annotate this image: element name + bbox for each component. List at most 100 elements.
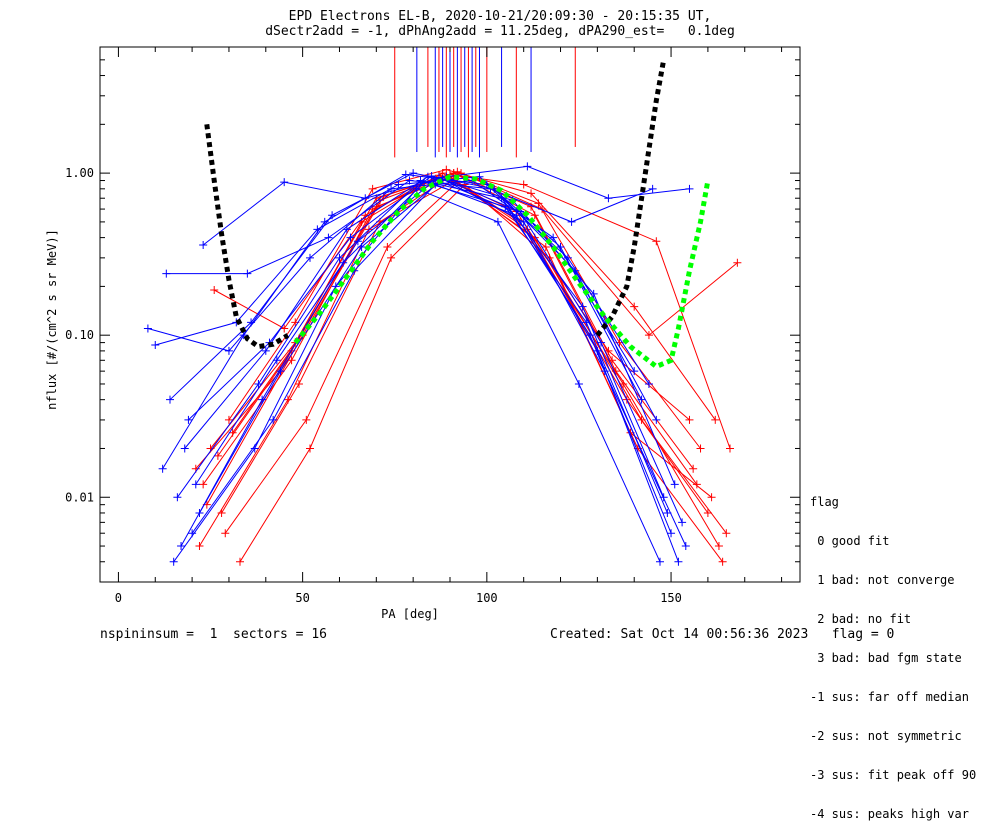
data-point — [652, 415, 661, 424]
data-point — [681, 542, 690, 551]
footer-left: nspininsum = 1 sectors = 16 — [100, 627, 327, 642]
data-point — [656, 557, 664, 566]
data-point — [177, 542, 186, 551]
data-point — [692, 480, 701, 489]
data-point — [143, 324, 152, 333]
legend: flag 0 good fit 1 bad: not converge 2 ba… — [810, 470, 976, 834]
data-point — [519, 180, 528, 189]
data-point — [302, 415, 311, 424]
data-point — [250, 444, 259, 453]
data-point — [630, 367, 639, 376]
legend-item: 3 bad: bad fgm state — [810, 651, 962, 665]
data-point — [239, 331, 248, 340]
data-point — [224, 346, 233, 355]
data-point — [320, 217, 329, 226]
data-point — [678, 518, 687, 527]
data-point — [630, 302, 639, 311]
legend-item: 1 bad: not converge — [810, 573, 955, 587]
y-tick-label: 0.10 — [65, 328, 94, 342]
data-point — [272, 356, 281, 365]
data-point — [324, 233, 333, 242]
data-point — [670, 480, 679, 489]
x-tick-label: 0 — [115, 591, 122, 605]
data-point — [368, 184, 377, 193]
y-axis-label: nflux [#/(cm^2 s sr MeV)] — [45, 229, 59, 410]
data-point — [530, 211, 539, 220]
data-point — [567, 217, 576, 226]
y-tick-label: 1.00 — [65, 166, 94, 180]
data-point — [191, 480, 200, 489]
data-point — [718, 557, 727, 566]
data-point — [541, 243, 550, 252]
legend-item: -2 sus: not symmetric — [810, 729, 962, 743]
data-point — [269, 415, 278, 424]
data-point — [427, 171, 436, 180]
data-point — [556, 243, 565, 252]
chart-title: EPD Electrons EL-B, 2020-10-21/20:09:30 … — [288, 9, 712, 24]
data-point — [597, 338, 606, 347]
footer-right: Created: Sat Oct 14 00:56:36 2023 flag =… — [550, 627, 895, 642]
series-line — [162, 173, 650, 469]
data-point — [401, 170, 410, 179]
data-point — [166, 395, 174, 404]
data-point — [674, 557, 683, 566]
data-point — [689, 464, 698, 473]
x-tick-label: 150 — [660, 591, 682, 605]
data-point — [313, 225, 322, 234]
data-point — [644, 331, 653, 340]
series-line — [184, 176, 672, 534]
data-point — [637, 395, 646, 404]
data-point — [306, 253, 314, 262]
data-point — [335, 253, 344, 262]
data-point — [184, 415, 193, 424]
chart-subtitle: dSectr2add = -1, dPhAng2add = 11.25deg, … — [265, 24, 735, 39]
series-line — [173, 188, 661, 563]
data-point — [707, 493, 716, 502]
data-point — [644, 379, 653, 388]
data-point — [294, 379, 303, 388]
legend-title: flag — [810, 495, 839, 509]
legend-item: -4 sus: peaks high var — [810, 807, 969, 821]
data-point — [387, 253, 396, 262]
series-line — [224, 181, 712, 534]
data-point — [726, 444, 734, 453]
legend-item: -3 sus: fit peak off 90 — [810, 768, 977, 782]
data-point — [667, 529, 676, 538]
data-point — [261, 346, 270, 355]
data-point — [151, 340, 160, 349]
data-point — [578, 302, 587, 311]
data-point — [394, 180, 403, 189]
x-tick-label: 50 — [295, 591, 309, 605]
data-point — [236, 557, 244, 566]
data-point — [383, 243, 392, 252]
data-point — [221, 529, 230, 538]
data-point — [283, 395, 292, 404]
x-axis-label: PA [deg] — [381, 607, 439, 621]
data-point — [195, 542, 204, 551]
data-point — [714, 542, 723, 551]
data-point — [173, 493, 182, 502]
data-point — [412, 184, 421, 193]
data-point — [696, 444, 705, 453]
data-point — [442, 165, 451, 174]
data-point — [210, 286, 219, 295]
data-point — [604, 194, 613, 203]
chart: 0 50 100 150 0.01 0.10 1.00 PA [deg] nflux [#/(c… — [45, 46, 801, 621]
data-point — [493, 217, 502, 226]
data-point — [619, 379, 628, 388]
x-tick-label: 100 — [476, 591, 498, 605]
series-line — [202, 172, 698, 485]
data-point — [213, 451, 222, 460]
legend-item: -1 sus: far off median — [810, 690, 969, 704]
data-point — [180, 444, 189, 453]
series-line — [180, 181, 668, 547]
data-point — [711, 415, 720, 424]
data-point — [243, 269, 252, 278]
data-point — [353, 237, 362, 246]
data-point — [722, 529, 731, 538]
series-line — [195, 176, 683, 523]
series-line — [217, 172, 738, 457]
data-point — [574, 379, 583, 388]
data-point — [685, 415, 694, 424]
fit-curve — [293, 174, 711, 370]
